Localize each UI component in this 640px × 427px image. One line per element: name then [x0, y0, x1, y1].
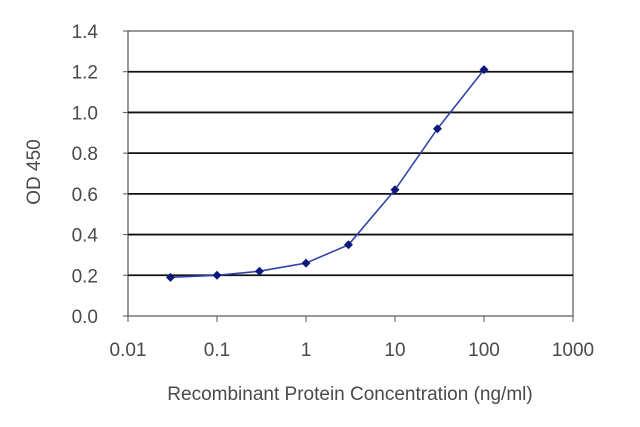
y-tick-label: 0.4: [72, 226, 99, 247]
x-tick-label: 0.1: [204, 340, 230, 361]
x-tick-label: 0.01: [110, 340, 147, 361]
y-axis-title: OD 450: [24, 139, 45, 204]
data-point: [212, 270, 222, 280]
x-tick-label: 10: [384, 340, 405, 361]
x-axis-title: Recombinant Protein Concentration (ng/ml…: [167, 384, 532, 405]
data-point: [343, 240, 353, 250]
plot-border: [127, 30, 574, 317]
y-tick-label: 1.4: [72, 22, 99, 43]
series: [165, 65, 489, 282]
y-tick-label: 0.8: [72, 144, 98, 165]
y-tick-label: 0.0: [72, 307, 98, 328]
x-axis: 0.01 0.1 1 10 100 1000: [110, 316, 594, 361]
data-point: [301, 258, 311, 268]
data-point: [165, 272, 175, 282]
gridlines: [128, 70, 573, 277]
x-tick-label: 1: [301, 340, 312, 361]
data-point: [254, 266, 264, 276]
y-tick-label: 0.6: [72, 185, 98, 206]
y-tick-label: 1.0: [72, 103, 98, 124]
data-point: [390, 185, 400, 195]
x-tick-label: 1000: [552, 340, 594, 361]
data-point: [479, 65, 489, 75]
y-tick-label: 0.2: [72, 266, 98, 287]
series-line: [170, 69, 485, 279]
data-point: [432, 124, 442, 134]
plot-area: [127, 30, 574, 317]
y-axis: 0.0 0.2 0.4 0.6 0.8 1.0 1.2 1.4: [72, 22, 128, 328]
y-tick-label: 1.2: [72, 63, 98, 84]
x-tick-label: 100: [468, 340, 500, 361]
